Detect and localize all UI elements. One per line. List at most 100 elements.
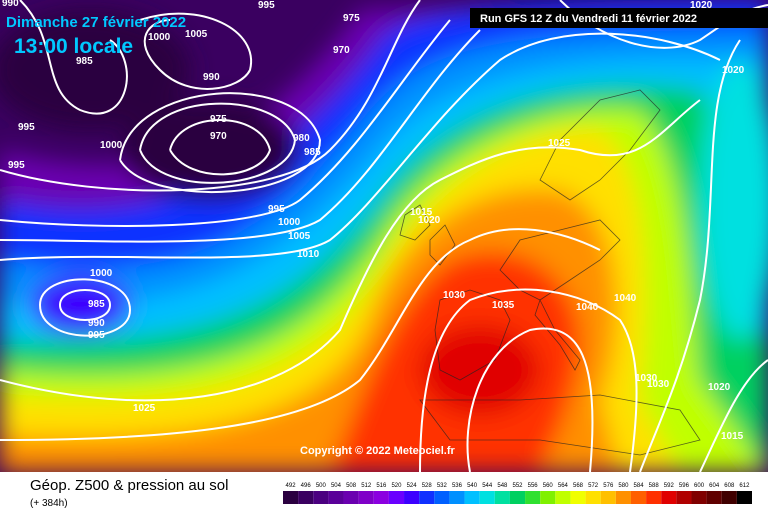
legend-tick: 492 [286, 483, 297, 489]
isobar-label: 1005 [185, 29, 208, 40]
legend-swatch [676, 491, 692, 504]
legend-swatch [298, 491, 314, 504]
legend-tick: 548 [497, 483, 508, 489]
legend-tick: 512 [361, 483, 372, 489]
legend-swatch [646, 491, 662, 504]
legend-tick: 564 [558, 483, 569, 489]
legend-swatch [449, 491, 465, 504]
legend-swatch [479, 491, 495, 504]
legend-swatch [464, 491, 480, 504]
isobar-label: 1040 [576, 302, 599, 313]
legend-tick: 536 [452, 483, 463, 489]
legend-swatch [540, 491, 556, 504]
legend-swatch [600, 491, 616, 504]
footer-lead: (+ 384h) [30, 498, 68, 509]
legend-swatch [736, 491, 752, 504]
isobar-label: 1030 [647, 379, 670, 390]
legend-swatch [328, 491, 344, 504]
isobar-label: 1020 [708, 382, 731, 393]
isobar-label: 985 [76, 56, 93, 67]
map-time: 13:00 locale [14, 35, 133, 58]
legend-swatch [313, 491, 329, 504]
legend-tick: 556 [528, 483, 539, 489]
map-date: Dimanche 27 février 2022 [6, 14, 186, 31]
isobar-label: 970 [210, 131, 227, 142]
legend-tick: 596 [679, 483, 690, 489]
legend-swatch [358, 491, 374, 504]
isobar-label: 1020 [690, 0, 713, 11]
coastlines [399, 89, 701, 456]
legend-swatch [570, 491, 586, 504]
legend-swatch [615, 491, 631, 504]
isobar-label: 975 [210, 114, 227, 125]
isobar-label: 1015 [721, 431, 744, 442]
legend-tick: 520 [391, 483, 402, 489]
isobar-label: 1040 [614, 293, 637, 304]
isobar-label: 1025 [133, 403, 156, 414]
legend-swatch [509, 491, 526, 504]
color-legend: 492 496 500 504 508 512 516 520 524 528 532 536 540 5… [283, 483, 752, 504]
legend-tick: 500 [316, 483, 327, 489]
legend-tick: 580 [618, 483, 629, 489]
legend-swatch [373, 491, 389, 504]
isobar-label: 990 [203, 72, 220, 83]
legend-swatch [525, 491, 541, 504]
legend-tick: 592 [664, 483, 675, 489]
legend-tick: 612 [739, 483, 750, 489]
run-box [470, 8, 768, 28]
legend-swatch [706, 491, 722, 504]
legend-tick: 496 [301, 483, 312, 489]
copyright: Copyright © 2022 Meteociel.fr [300, 445, 456, 457]
isobar-label: 1020 [418, 215, 441, 226]
run-info: Run GFS 12 Z du Vendredi 11 février 2022 [480, 13, 697, 25]
legend-tick: 600 [694, 483, 705, 489]
legend-tick: 516 [376, 483, 387, 489]
legend-tick: 552 [512, 483, 523, 489]
legend-swatch [419, 491, 435, 504]
isobar-label: 1000 [278, 217, 301, 228]
isobar-label: 990 [2, 0, 19, 9]
legend-tick: 560 [543, 483, 554, 489]
isobar-label: 970 [333, 45, 350, 56]
isobar-label: 1020 [722, 65, 745, 76]
legend-swatch [585, 491, 601, 504]
legend-tick: 532 [437, 483, 448, 489]
isobar-label: 995 [258, 0, 275, 11]
legend-tick: 540 [467, 483, 478, 489]
legend-tick: 544 [482, 483, 493, 489]
legend-tick: 608 [724, 483, 735, 489]
isobar-label: 985 [88, 299, 105, 310]
legend-swatch [630, 491, 647, 504]
legend-swatch [721, 491, 737, 504]
legend-swatch [404, 491, 420, 504]
legend-tick: 572 [588, 483, 599, 489]
isobar-label: 975 [343, 13, 360, 24]
isobar-label: 1005 [288, 231, 311, 242]
isobar-label: 995 [268, 204, 285, 215]
legend-swatch [283, 491, 299, 504]
isobar-label: 985 [304, 147, 321, 158]
isobar-label: 1010 [297, 249, 320, 260]
isobar-label: 990 [88, 318, 105, 329]
isobar-label: 1025 [548, 138, 571, 149]
isobar-labels: 990 995 1000 1005 985 975 970 990 995 1000 975 970 9… [2, 0, 745, 442]
legend-tick: 508 [346, 483, 357, 489]
legend-tick: 504 [331, 483, 342, 489]
isobar-label: 980 [293, 133, 310, 144]
isobar-label: 995 [8, 160, 25, 171]
legend-swatch [388, 491, 405, 504]
legend-swatch [434, 491, 450, 504]
legend-tick: 604 [709, 483, 720, 489]
isobar-label: 1000 [148, 32, 171, 43]
legend-swatch [343, 491, 359, 504]
isobar-label: 1035 [492, 300, 515, 311]
isobar-label: 1030 [443, 290, 466, 301]
legend-tick: 588 [649, 483, 660, 489]
legend-tick: 584 [634, 483, 645, 489]
isobar-label: 1030 [635, 373, 658, 384]
isobar-label: 1015 [410, 207, 433, 218]
isobars [0, 0, 768, 472]
isobar-label: 1000 [90, 268, 113, 279]
